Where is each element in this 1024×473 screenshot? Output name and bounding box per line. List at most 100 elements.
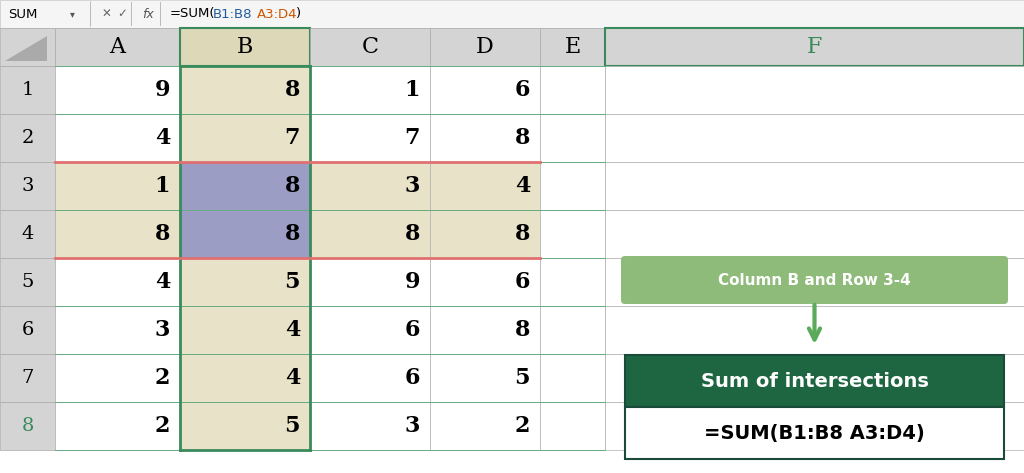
Bar [55,114,180,162]
Text: 4: 4 [155,271,170,293]
Text: 5: 5 [285,271,300,293]
Text: Column B and Row 3-4: Column B and Row 3-4 [718,272,911,288]
Bar [0,0,1024,28]
Bar [180,258,310,306]
Bar [310,162,430,210]
Text: 4: 4 [285,319,300,341]
Bar [540,306,605,354]
Text: ): ) [296,8,301,20]
Bar [430,306,540,354]
Bar [430,66,540,114]
Bar [540,162,605,210]
Bar [0,306,55,354]
Bar [55,258,180,306]
Bar [55,210,180,258]
Bar [180,402,310,450]
Bar [180,354,310,402]
Text: ✕: ✕ [101,8,111,20]
Text: ▾: ▾ [70,9,75,19]
Bar [0,162,55,210]
Text: B1:B8: B1:B8 [213,8,253,20]
Text: Sum of intersections: Sum of intersections [700,371,929,391]
Text: 4: 4 [515,175,530,197]
Text: 1: 1 [404,79,420,101]
Text: 3: 3 [404,415,420,437]
Text: 8: 8 [514,223,530,245]
Text: 5: 5 [514,367,530,389]
Bar [625,407,1004,459]
Bar [180,210,310,258]
Text: C: C [361,36,379,58]
Text: SUM: SUM [8,8,37,20]
Bar [605,66,1024,114]
Bar [430,162,540,210]
Text: 8: 8 [285,175,300,197]
Bar [0,210,55,258]
Bar [0,402,55,450]
Text: F: F [807,36,822,58]
Text: 8: 8 [22,417,34,435]
Polygon shape [5,36,47,61]
Bar [310,258,430,306]
Text: 6: 6 [514,271,530,293]
Text: 4: 4 [285,367,300,389]
Bar [540,66,605,114]
Text: 4: 4 [155,127,170,149]
Text: 8: 8 [155,223,170,245]
Bar [430,28,540,66]
Bar [430,354,540,402]
Bar [605,402,1024,450]
Text: ✓: ✓ [117,8,127,20]
Text: 2: 2 [514,415,530,437]
Bar [0,354,55,402]
Text: 7: 7 [404,127,420,149]
Text: 8: 8 [285,223,300,245]
Text: fx: fx [142,8,154,20]
Text: 6: 6 [22,321,34,339]
Bar [605,210,1024,258]
Text: 8: 8 [514,127,530,149]
Text: 1: 1 [22,81,34,99]
Text: 5: 5 [22,273,34,291]
Bar [430,114,540,162]
Bar [0,114,55,162]
Bar [55,162,180,210]
Bar [430,402,540,450]
Text: 3: 3 [155,319,170,341]
Bar [310,354,430,402]
Text: 7: 7 [22,369,34,387]
Text: =SUM(: =SUM( [170,8,215,20]
Text: 8: 8 [404,223,420,245]
Bar [310,402,430,450]
Bar [55,28,180,66]
Bar [0,66,55,114]
Bar [55,402,180,450]
Bar [310,114,430,162]
Bar [180,28,310,66]
Bar [605,306,1024,354]
Bar [310,28,430,66]
Bar [540,258,605,306]
Text: 4: 4 [22,225,34,243]
Bar [0,0,90,28]
Bar [0,28,55,66]
Text: B: B [237,36,253,58]
Text: 6: 6 [404,367,420,389]
Text: 2: 2 [155,367,170,389]
Text: 9: 9 [155,79,170,101]
Bar [180,114,310,162]
Text: 7: 7 [285,127,300,149]
Bar [605,28,1024,66]
FancyBboxPatch shape [621,256,1008,304]
Bar [55,66,180,114]
Bar [540,210,605,258]
Text: E: E [564,36,581,58]
Text: A3:D4: A3:D4 [257,8,298,20]
Text: 6: 6 [404,319,420,341]
Bar [180,162,310,210]
Text: 3: 3 [22,177,34,195]
Bar [55,354,180,402]
Bar [540,114,605,162]
Text: 8: 8 [514,319,530,341]
Bar [605,258,1024,306]
